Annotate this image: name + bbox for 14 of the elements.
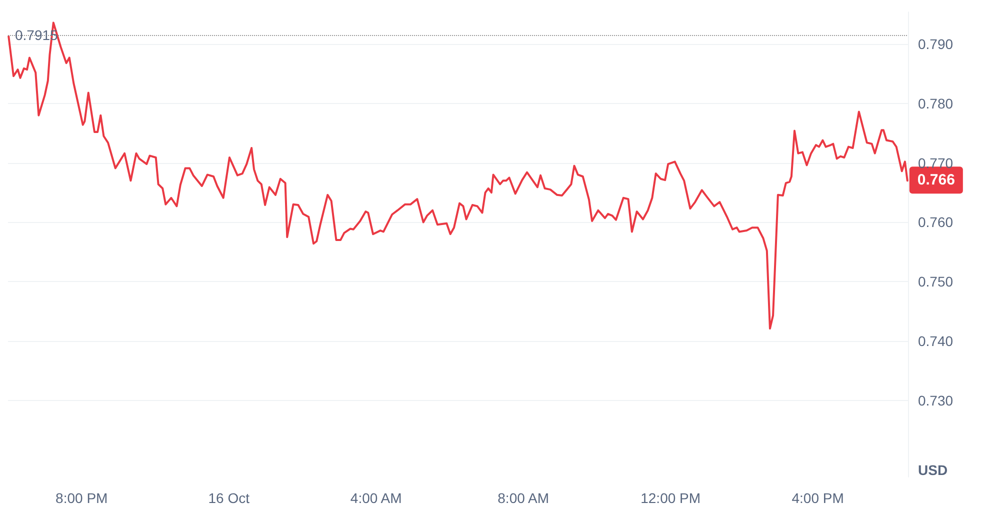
y-tick-label: 0.780 [918, 95, 954, 112]
y-tick-label: 0.760 [918, 214, 954, 230]
text: 0.766 [917, 172, 955, 189]
y-axis-title: USD [918, 462, 948, 478]
x-tick-label: 12:00 PM [640, 490, 701, 505]
x-tick-label: 4:00 AM [350, 490, 402, 505]
y-tick-label: 0.790 [918, 36, 954, 52]
x-tick-label: 8:00 PM [56, 490, 108, 505]
y-tick-label: 0.740 [918, 333, 954, 350]
x-tick-label: 4:00 PM [792, 490, 844, 505]
y-tick-label: 0.730 [918, 392, 954, 408]
y-tick-label: 0.750 [918, 274, 954, 290]
x-tick-label: 8:00 AM [498, 490, 550, 505]
x-tick-label: 16 Oct [208, 490, 250, 505]
